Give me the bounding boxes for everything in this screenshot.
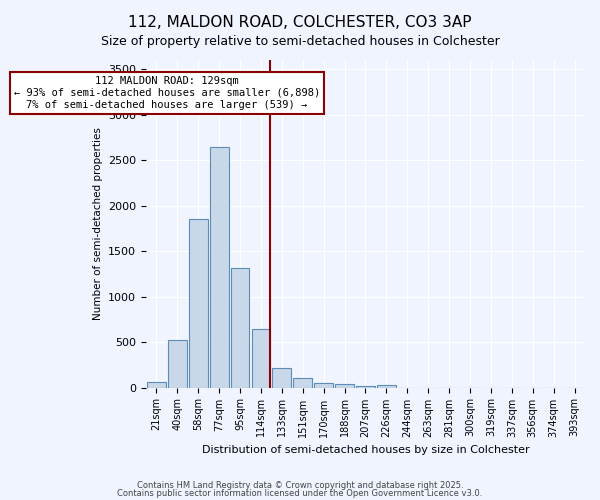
Bar (335, 384, 354, 388)
Text: 112, MALDON ROAD, COLCHESTER, CO3 3AP: 112, MALDON ROAD, COLCHESTER, CO3 3AP (128, 15, 472, 30)
Bar (230, 268, 250, 388)
Bar (251, 330, 271, 388)
Text: Contains public sector information licensed under the Open Government Licence v3: Contains public sector information licen… (118, 488, 482, 498)
Bar (314, 382, 333, 388)
Bar (356, 386, 375, 388)
Bar (210, 148, 229, 388)
Text: Contains HM Land Registry data © Crown copyright and database right 2025.: Contains HM Land Registry data © Crown c… (137, 481, 463, 490)
Bar (168, 340, 187, 388)
Bar (272, 368, 291, 388)
Text: Size of property relative to semi-detached houses in Colchester: Size of property relative to semi-detach… (101, 35, 499, 48)
Y-axis label: Number of semi-detached properties: Number of semi-detached properties (92, 128, 103, 320)
Bar (189, 219, 208, 388)
Text: 112 MALDON ROAD: 129sqm
← 93% of semi-detached houses are smaller (6,898)
7% of : 112 MALDON ROAD: 129sqm ← 93% of semi-de… (14, 76, 320, 110)
Bar (293, 378, 312, 388)
Bar (377, 386, 396, 388)
X-axis label: Distribution of semi-detached houses by size in Colchester: Distribution of semi-detached houses by … (202, 445, 529, 455)
Bar (147, 382, 166, 388)
